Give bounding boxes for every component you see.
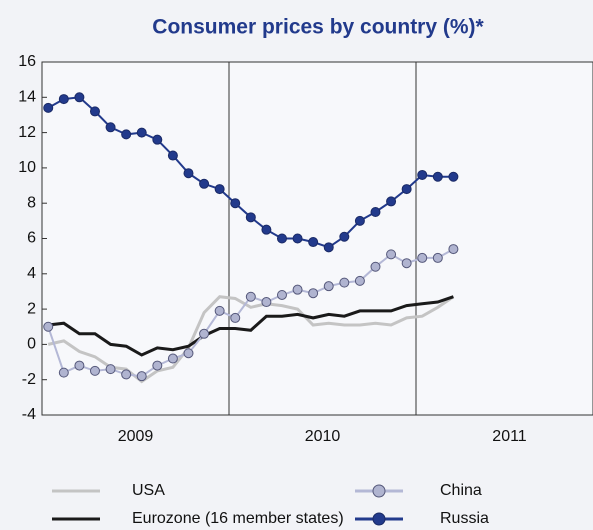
point — [354, 215, 365, 226]
plot-area — [41, 61, 593, 416]
series-line — [48, 295, 454, 357]
point — [199, 328, 210, 339]
y-tick-label: -2 — [22, 371, 36, 388]
point — [308, 288, 319, 299]
point — [167, 353, 178, 364]
point — [448, 171, 459, 182]
y-tick-label: 14 — [18, 89, 36, 106]
legend-label: China — [440, 482, 482, 499]
point — [58, 367, 69, 378]
point — [261, 297, 272, 308]
point — [121, 369, 132, 380]
y-tick-label: 2 — [27, 300, 36, 317]
point — [354, 275, 365, 286]
point — [292, 284, 303, 295]
point — [386, 249, 397, 260]
point — [245, 291, 256, 302]
y-tick-label: -4 — [22, 406, 36, 423]
point — [448, 244, 459, 255]
point — [214, 305, 225, 316]
point — [417, 169, 428, 180]
point — [401, 184, 412, 195]
x-tick-label: 2011 — [492, 428, 527, 445]
x-tick-label: 2010 — [305, 428, 341, 445]
point — [276, 233, 287, 244]
point — [152, 360, 163, 371]
legend-label: Russia — [440, 510, 489, 527]
point — [245, 212, 256, 223]
point — [183, 168, 194, 179]
point — [339, 277, 350, 288]
point — [105, 122, 116, 133]
point — [370, 261, 381, 272]
legend-marker — [372, 512, 386, 526]
point — [43, 321, 54, 332]
point — [43, 102, 54, 113]
legend-label: USA — [132, 482, 165, 499]
point — [58, 94, 69, 105]
y-tick-label: 6 — [27, 230, 36, 247]
chart-title: Consumer prices by country (%)* — [152, 16, 484, 39]
point — [136, 371, 147, 382]
x-tick-label: 2009 — [118, 428, 154, 445]
point — [199, 178, 210, 189]
point — [339, 231, 350, 242]
y-tick-label: 8 — [27, 194, 36, 211]
point — [323, 281, 334, 292]
point — [370, 207, 381, 218]
point — [105, 364, 116, 375]
point — [121, 129, 132, 140]
point — [74, 92, 85, 103]
series-line — [47, 295, 455, 384]
point — [89, 106, 100, 117]
point — [308, 237, 319, 248]
point — [323, 242, 334, 253]
point — [89, 365, 100, 376]
point — [136, 127, 147, 138]
point — [432, 252, 443, 263]
point — [230, 312, 241, 323]
point — [152, 134, 163, 145]
point — [74, 360, 85, 371]
point — [167, 150, 178, 161]
legend-marker — [372, 484, 386, 498]
point — [417, 252, 428, 263]
point — [386, 196, 397, 207]
point — [292, 233, 303, 244]
point — [276, 289, 287, 300]
y-tick-label: 12 — [18, 124, 36, 141]
y-tick-label: 4 — [27, 265, 36, 282]
point — [261, 224, 272, 235]
y-tick-label: 16 — [18, 53, 36, 70]
legend-label: Eurozone (16 member states) — [132, 510, 344, 527]
point — [432, 171, 443, 182]
y-tick-label: 10 — [18, 159, 36, 176]
point — [230, 198, 241, 209]
point — [183, 348, 194, 359]
point — [214, 184, 225, 195]
point — [401, 258, 412, 269]
y-tick-label: 0 — [27, 336, 36, 353]
